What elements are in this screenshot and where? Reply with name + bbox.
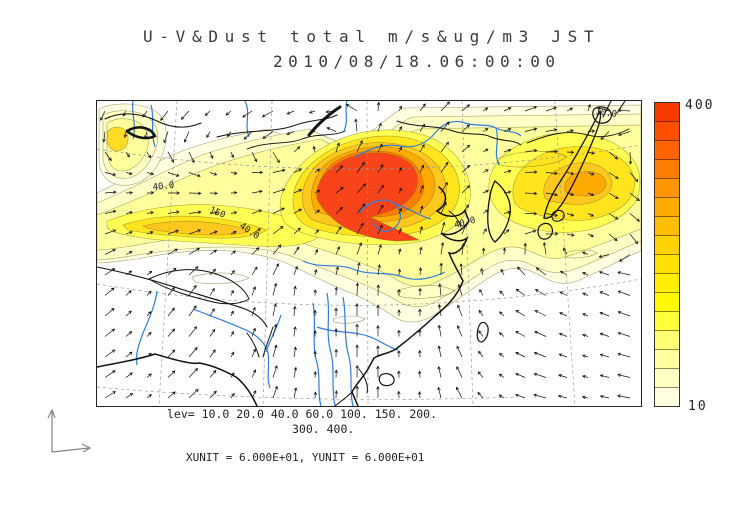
colorbar xyxy=(654,102,680,407)
colorbar-segment xyxy=(655,179,679,198)
axis-arrows-icon xyxy=(47,408,92,453)
colorbar-segment xyxy=(655,198,679,217)
unit-scale-text: XUNIT = 6.000E+01, YUNIT = 6.000E+01 xyxy=(186,451,425,464)
colorbar-segment xyxy=(655,255,679,274)
colorbar-segment xyxy=(655,217,679,236)
colorbar-segment xyxy=(655,160,679,179)
svg-text:40.0: 40.0 xyxy=(152,181,175,193)
colorbar-segment xyxy=(655,388,679,406)
colorbar-segment xyxy=(655,141,679,160)
colorbar-segment xyxy=(655,274,679,293)
colorbar-segment xyxy=(655,293,679,312)
colorbar-min-label: 10 xyxy=(688,399,708,414)
plot-title: U-V&Dust total m/s&ug/m3 JST xyxy=(143,27,601,46)
contour-levels-line2: 300. 400. xyxy=(292,422,355,436)
plot-timestamp: 2010/08/18.06:00:00 xyxy=(273,52,561,71)
colorbar-segment xyxy=(655,369,679,388)
colorbar-segment xyxy=(655,103,679,122)
colorbar-segment xyxy=(655,122,679,141)
colorbar-segment xyxy=(655,312,679,331)
colorbar-segment xyxy=(655,350,679,369)
colorbar-max-label: 400 xyxy=(685,98,715,113)
svg-text:10.0: 10.0 xyxy=(595,107,618,120)
contour-levels-line1: lev= 10.0 20.0 40.0 60.0 100. 150. 200. xyxy=(167,407,438,421)
colorbar-segment xyxy=(655,236,679,255)
colorbar-segment xyxy=(655,331,679,350)
